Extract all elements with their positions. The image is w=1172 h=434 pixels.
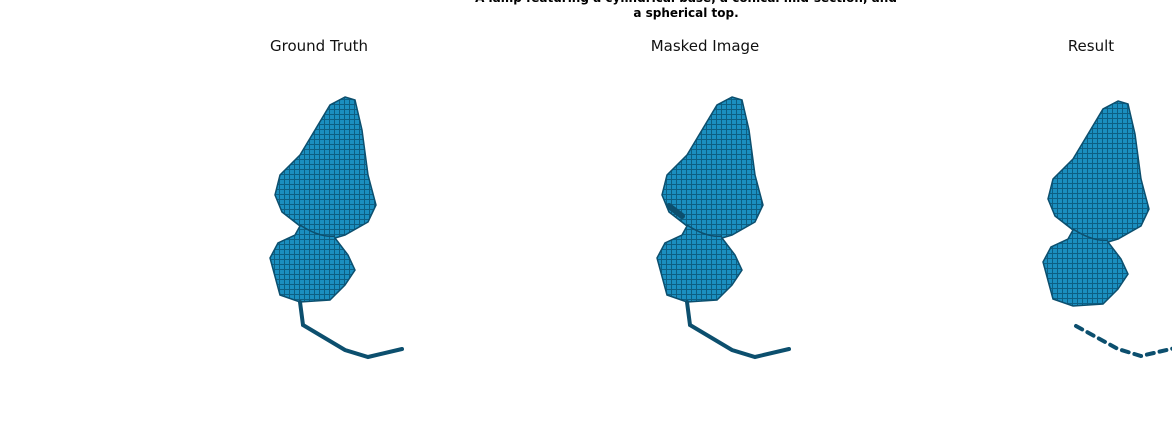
figure-title-line: a spherical top. — [633, 6, 738, 20]
voxel-lamp — [1042, 100, 1172, 359]
voxel-lamp — [269, 96, 404, 360]
figure-title-line: A lamp featuring a cylindrical base, a c… — [475, 0, 897, 5]
panel-title: Result — [1068, 37, 1114, 55]
panel-title: Ground Truth — [270, 37, 368, 55]
panel-title: Masked Image — [651, 37, 760, 55]
voxel-lamp — [656, 96, 791, 360]
